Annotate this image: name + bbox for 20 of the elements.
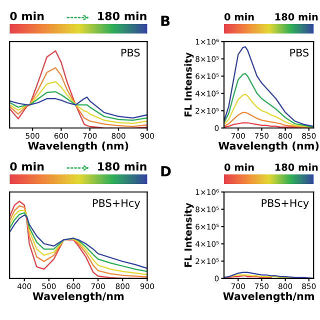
text: 180 min <box>98 12 146 20</box>
text: 0 min <box>10 162 44 171</box>
text: 180 min <box>275 163 318 171</box>
annotation: PBS <box>121 48 140 57</box>
y-axis-title: FL Intensity <box>184 202 194 267</box>
annotation: PBS+Hcy <box>93 199 140 209</box>
text: 0 min <box>224 12 254 21</box>
x-axis-title: Wavelength (nm) <box>28 142 128 152</box>
chart-title: D <box>161 166 171 176</box>
text: 180 min <box>275 12 318 21</box>
text: 180 min <box>98 162 146 171</box>
x-axis-title: Wavelength/nm <box>223 292 314 302</box>
x-axis-title: Wavelength (nm) <box>218 142 319 152</box>
text: 0 min <box>224 163 254 171</box>
annotation: PBS <box>290 48 309 57</box>
x-axis-title: Wavelength/nm <box>32 292 124 302</box>
chart-title: B <box>161 16 170 26</box>
y-axis-title: FL Intensity <box>184 52 194 116</box>
annotation: PBS+Hcy <box>262 199 309 209</box>
text: 0 min <box>10 12 44 20</box>
